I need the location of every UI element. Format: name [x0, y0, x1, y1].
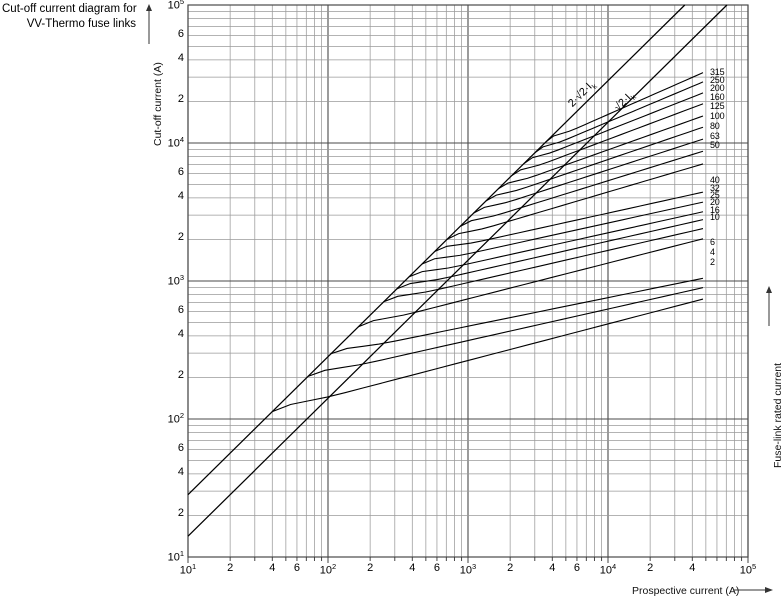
- fuse-curve-40: [434, 191, 704, 252]
- fuse-curve-200: [523, 92, 704, 165]
- ik-reference-lines: [187, 4, 728, 537]
- y-axis-tick-labels: 105 6 4 2 104 6 4 2 103 6 4 2 102 6 4 2 101: [140, 0, 184, 600]
- y-tick-label: 2: [177, 231, 184, 244]
- fuse-rating-label-2: 2: [710, 257, 715, 267]
- fuse-rating-label-20: 20: [710, 197, 720, 207]
- y-tick-label: 101: [167, 549, 184, 564]
- fuse-curve-315: [545, 72, 704, 143]
- fuse-rating-label-200: 200: [710, 83, 725, 93]
- fuse-rating-label-125: 125: [710, 101, 725, 111]
- y-tick-label: 2: [177, 93, 184, 106]
- fuse-curve-160: [511, 103, 704, 177]
- x-tick-label: 4: [689, 562, 696, 574]
- y-tick-label: 4: [177, 327, 184, 340]
- y-tick-label: 6: [177, 441, 184, 454]
- fuse-curve-32: [421, 201, 704, 265]
- fuse-curve-2: [271, 298, 704, 413]
- x-tick-label: 6: [573, 562, 580, 574]
- y-tick-label: 6: [177, 303, 184, 316]
- x-axis-right-arrow-icon: [733, 587, 773, 593]
- x-tick-label: 4: [409, 562, 416, 574]
- fuse-rating-label-25: 25: [710, 190, 720, 200]
- x-tick-label: 6: [293, 562, 300, 574]
- y-tick-label: 2: [177, 507, 184, 520]
- fuse-rating-label-63: 63: [710, 131, 720, 141]
- axis-tick-marks: [187, 557, 749, 563]
- x-tick-label: 105: [739, 562, 757, 577]
- fuse-curve-20: [396, 219, 704, 290]
- x-tick-label: 2: [507, 562, 514, 574]
- fuse-curve-25: [408, 211, 704, 278]
- fuse-rating-label-16: 16: [710, 205, 720, 215]
- fuse-rating-label-40: 40: [710, 175, 720, 185]
- fuse-curve-100: [485, 126, 704, 202]
- fuse-curve-125: [497, 115, 704, 190]
- fuse-curve-10: [357, 238, 704, 328]
- chart-title: Cut-off current diagram for VV-Thermo fu…: [2, 2, 137, 32]
- x-tick-label: 103: [459, 562, 477, 577]
- y-tick-label: 2: [177, 369, 184, 382]
- y-axis-up-arrow-icon: [146, 4, 152, 44]
- ik-line-2sqrt2Ik: [187, 4, 686, 496]
- fuse-rating-label-4: 4: [710, 247, 715, 257]
- fuse-rating-label-80: 80: [710, 121, 720, 131]
- fuse-curve-4: [307, 287, 704, 377]
- fuse-curve-250: [534, 81, 704, 154]
- x-tick-label: 104: [599, 562, 617, 577]
- x-tick-label: 102: [319, 562, 337, 577]
- ik-curve-label-sqrt2Ik: √2·Ik: [611, 91, 638, 114]
- x-tick-label: 2: [367, 562, 374, 574]
- x-tick-label: 4: [549, 562, 556, 574]
- x-tick-label: 2: [647, 562, 654, 574]
- y-tick-label: 4: [177, 465, 184, 478]
- chart-title-line-2: VV-Thermo fuse links: [26, 18, 136, 30]
- y-tick-label: 104: [167, 135, 184, 150]
- fuse-rating-label-100: 100: [710, 111, 725, 121]
- x-tick-label: 4: [269, 562, 276, 574]
- fuse-rating-label-6: 6: [710, 237, 715, 247]
- y-tick-label: 6: [177, 165, 184, 178]
- fuse-rating-label-32: 32: [710, 183, 720, 193]
- fuse-curve-80: [473, 138, 704, 214]
- y-tick-label: 103: [167, 273, 184, 288]
- x-tick-label: 101: [179, 562, 197, 577]
- y-tick-label: 102: [167, 411, 184, 426]
- y-tick-label: 4: [177, 189, 184, 202]
- x-tick-label: 2: [227, 562, 234, 574]
- ik-line-sqrt2Ik: [187, 4, 728, 537]
- x-tick-label: 6: [433, 562, 440, 574]
- y-tick-label: 6: [177, 27, 184, 40]
- chart-title-line-1: Cut-off current diagram for: [2, 3, 137, 15]
- fuse-cutoff-curves: [271, 72, 704, 413]
- fuse-rating-label-10: 10: [710, 212, 720, 222]
- fuse-rating-label-50: 50: [710, 140, 720, 150]
- fuse-curve-63: [459, 150, 704, 227]
- fuse-curve-6: [330, 277, 704, 355]
- fuse-rating-label-250: 250: [710, 75, 725, 85]
- grid-lines: [187, 4, 749, 558]
- y-tick-label: 105: [167, 0, 184, 12]
- right-axis-up-arrow-icon: [766, 286, 772, 326]
- fuse-rating-label-315: 315: [710, 67, 725, 77]
- fuse-curve-16: [383, 228, 704, 303]
- fuse-rating-label-160: 160: [710, 92, 725, 102]
- ik-curve-label-2sqrt2Ik: 2·√2·Ik: [565, 80, 599, 110]
- fuse-curve-50: [446, 163, 704, 240]
- y-tick-label: 4: [177, 51, 184, 64]
- x-axis-title: Prospective current (A): [632, 585, 740, 597]
